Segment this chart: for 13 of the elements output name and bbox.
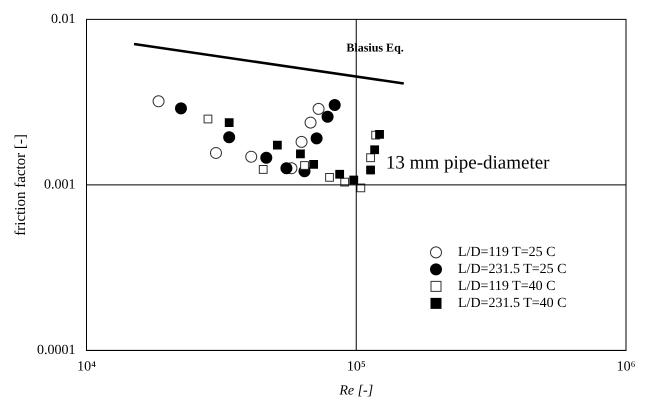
x-tick-label: 10⁵ [346,359,366,374]
y-tick-label: 0.0001 [37,343,76,358]
annotation: 13 mm pipe-diameter [386,152,550,174]
x-tick-label: 10⁶ [616,359,636,374]
y-tick-label: 0.001 [44,178,76,193]
legend-label: L/D=231.5 T=25 C [458,262,566,278]
y-axis-title: friction factor [-] [12,134,29,236]
legend-label: L/D=119 T=25 C [458,245,556,260]
y-tick-label: 0.01 [51,12,76,28]
x-axis-title: Re [-] [338,383,374,398]
legend-label: L/D=119 T=40 C [458,279,556,294]
legend-label: L/D=231.5 T=40 C [458,296,566,312]
x-tick-label: 10⁴ [77,359,96,374]
